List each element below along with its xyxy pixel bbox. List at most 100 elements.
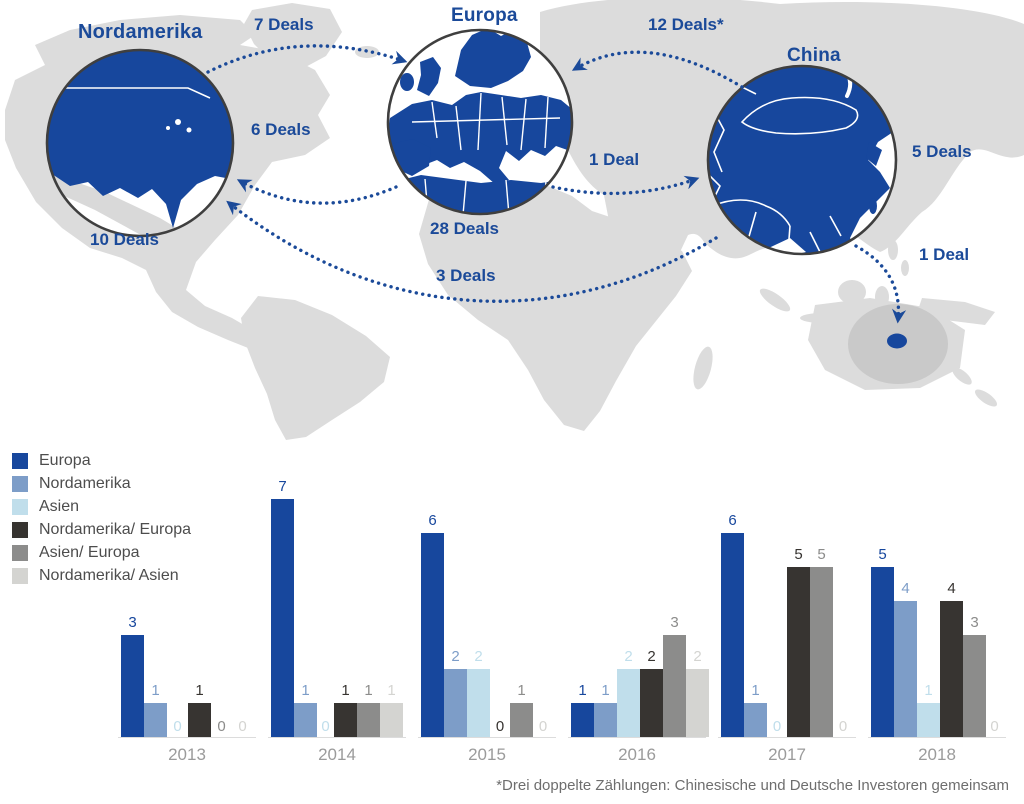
year-group-2013: 3 1 0 1 0 0 2013	[118, 477, 256, 765]
bar-slot: 1	[510, 682, 533, 737]
bar-nordamerika-europa-2017	[787, 567, 810, 737]
bar-nordamerika-2013	[144, 703, 167, 737]
deal-flow-map: Nordamerika Europa China 7 Deals 6 Deals…	[5, 0, 1024, 440]
bar-value-label: 5	[794, 546, 803, 563]
bar-slot: 1	[188, 682, 211, 737]
bar-slot: 6	[421, 512, 444, 737]
bar-slot: 1	[744, 682, 767, 737]
bar-value-label: 7	[278, 478, 287, 495]
bar-value-label: 1	[301, 682, 310, 699]
flow-arrow-europa-nordamerika	[236, 179, 398, 205]
legend-item: Nordamerika/ Asien	[12, 568, 191, 584]
region-label-europa: Europa	[451, 5, 518, 26]
legend-swatch	[12, 453, 28, 469]
bar-value-label: 5	[817, 546, 826, 563]
bar-value-label: 1	[601, 682, 610, 699]
year-label: 2018	[918, 745, 956, 764]
legend-swatch	[12, 545, 28, 561]
legend-label: Europa	[39, 452, 91, 469]
bar-slot: 2	[467, 648, 490, 737]
bar-slot: 7	[271, 478, 294, 737]
bar-value-label: 1	[924, 682, 933, 699]
bar-europa-2017	[721, 533, 744, 737]
bar-slot: 0	[167, 718, 188, 737]
bar-value-label: 6	[728, 512, 737, 529]
bar-value-label: 5	[878, 546, 887, 563]
bar-nordamerika-europa-2016	[640, 669, 663, 737]
bar-slot: 2	[444, 648, 467, 737]
bar-value-label: 1	[517, 682, 526, 699]
legend-item: Nordamerika	[12, 476, 191, 492]
bar-value-label: 0	[538, 718, 548, 735]
deals-count-nordamerika: 10 Deals	[90, 230, 159, 249]
year-group-2016: 1 1 2 2 3 2 2016	[568, 477, 709, 765]
bar-value-label: 1	[578, 682, 587, 699]
year-group-2018: 5 4 1 4 3 0 2018	[868, 477, 1006, 765]
bar-slot: 2	[617, 648, 640, 737]
bar-slot: 1	[917, 682, 940, 737]
region-circle-europa	[386, 28, 574, 216]
bar-value-label: 4	[947, 580, 956, 597]
bar-slot: 1	[144, 682, 167, 737]
bar-slot: 1	[380, 682, 403, 737]
bar-slot: 0	[317, 718, 334, 737]
flow-label-china-europa: 12 Deals*	[648, 15, 724, 34]
bar-europa-2015	[421, 533, 444, 737]
world-map	[5, 0, 1024, 440]
legend-item: Europa	[12, 453, 191, 469]
bar-asien-europa-2016	[663, 635, 686, 737]
bar-nordamerika-europa-2018	[940, 601, 963, 737]
australien-deal-dot	[887, 333, 907, 349]
bar-value-label: 2	[451, 648, 460, 665]
bar-value-label: 0	[217, 718, 226, 735]
chart-bars: 3 1 0 1 0 0 2013 7 1 0 1 1 1 2014 6 2 2 0 1 0 2015 1 1 2 2 3 2 2016…	[118, 477, 1006, 765]
year-label: 2017	[768, 745, 806, 764]
bar-value-label: 0	[495, 718, 505, 735]
legend-swatch	[12, 522, 28, 538]
legend-swatch	[12, 568, 28, 584]
legend-item: Nordamerika/ Europa	[12, 522, 191, 538]
bar-asien-europa-2014	[357, 703, 380, 737]
bar-slot: 3	[663, 614, 686, 737]
bar-value-label: 2	[647, 648, 656, 665]
deals-count-europa: 28 Deals	[430, 219, 499, 238]
legend-label: Nordamerika/ Asien	[39, 567, 179, 584]
flow-label-europa-china: 1 Deal	[589, 150, 640, 169]
bar-value-label: 1	[364, 682, 373, 699]
bar-value-label: 2	[474, 648, 483, 665]
bar-slot: 3	[121, 614, 144, 737]
year-label: 2014	[318, 745, 356, 764]
bar-value-label: 0	[990, 718, 999, 735]
year-label: 2015	[468, 745, 506, 764]
bar-slot: 6	[721, 512, 744, 737]
chart-legend: Europa Nordamerika Asien Nordamerika/ Europ…	[12, 453, 191, 591]
flow-arrow-europa-china	[551, 175, 700, 196]
bar-asien-2018	[917, 703, 940, 737]
bar-slot: 0	[986, 718, 1003, 737]
bar-slot: 2	[686, 648, 709, 737]
bar-value-label: 1	[341, 682, 350, 699]
bar-slot: 4	[894, 580, 917, 737]
bar-value-label: 4	[901, 580, 910, 597]
bar-nordamerika-2016	[594, 703, 617, 737]
bar-europa-2013	[121, 635, 144, 737]
bar-slot: 1	[571, 682, 594, 737]
bar-value-label: 0	[838, 718, 848, 735]
bar-value-label: 0	[173, 718, 182, 735]
bar-value-label: 0	[238, 718, 247, 735]
bar-asien-europa-2017	[810, 567, 833, 737]
legend-label: Asien/ Europa	[39, 544, 140, 561]
bar-europa-2018	[871, 567, 894, 737]
deals-count-china: 5 Deals	[912, 142, 972, 161]
bar-nordamerika-asien-2016	[686, 669, 709, 737]
bar-slot: 2	[640, 648, 663, 737]
legend-item: Asien/ Europa	[12, 545, 191, 561]
region-label-china: China	[787, 45, 841, 66]
bar-slot: 0	[232, 718, 253, 737]
bar-europa-2016	[571, 703, 594, 737]
bar-nordamerika-europa-2013	[188, 703, 211, 737]
